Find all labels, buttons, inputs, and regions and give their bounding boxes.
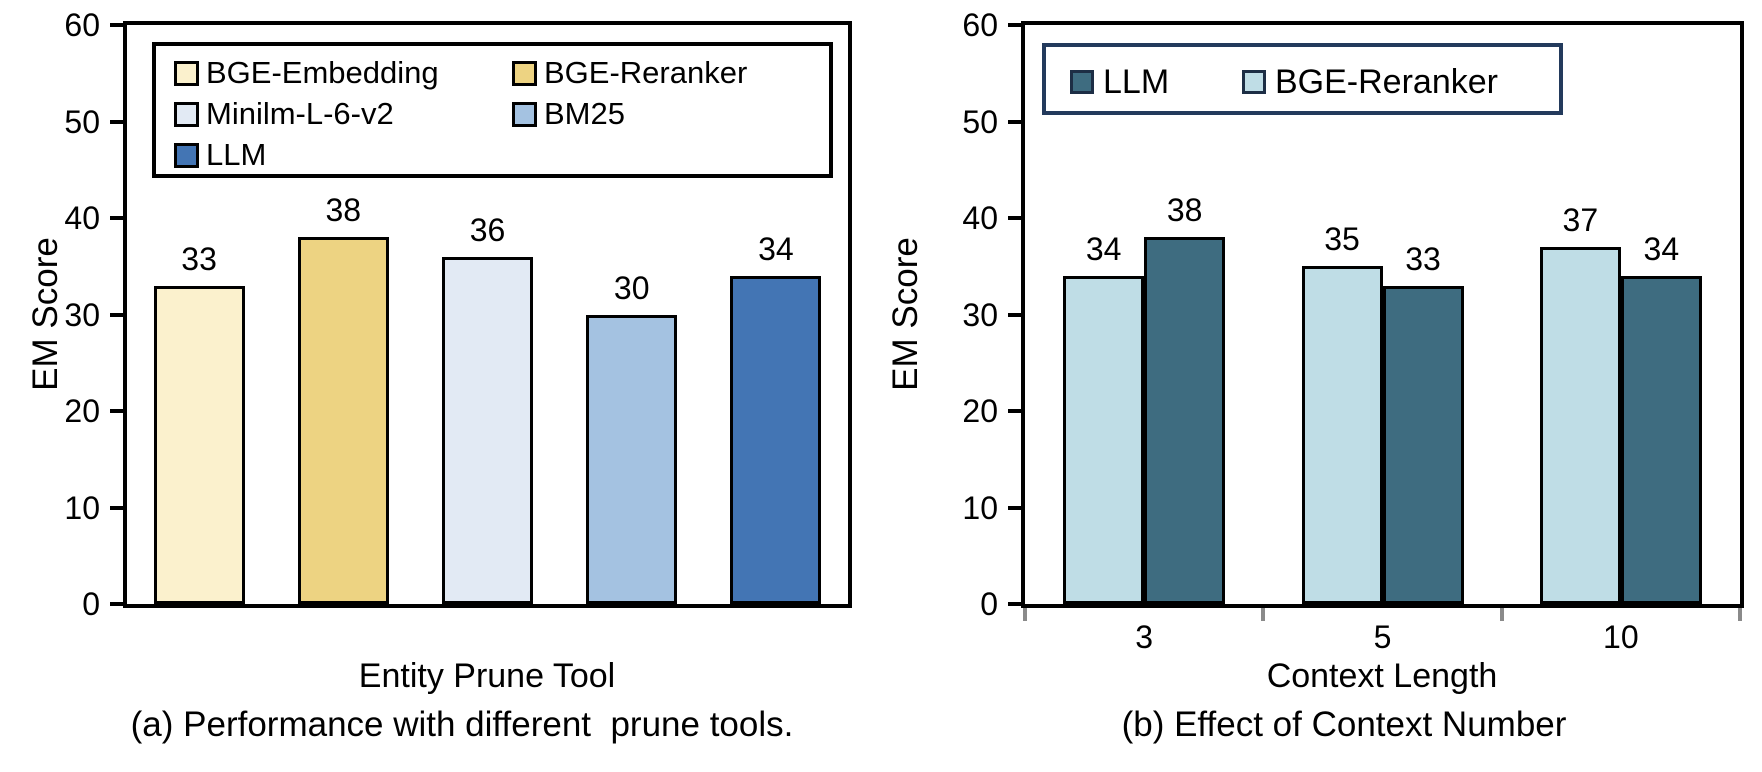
x-axis-title-b: Context Length xyxy=(1266,657,1498,695)
y-tick-label: 20 xyxy=(962,393,998,429)
bar-BGE-Reranker-5 xyxy=(1301,266,1383,604)
legend-label: BGE-Reranker xyxy=(1275,62,1498,101)
legend-b: LLM BGE-Reranker xyxy=(1042,43,1563,115)
x-tick-label: 5 xyxy=(1373,619,1392,655)
x-tick xyxy=(1738,608,1742,621)
legend-item-BM25: BM25 xyxy=(512,96,625,131)
y-tick-label: 50 xyxy=(64,103,100,140)
bar-LLM-10 xyxy=(1620,275,1702,604)
x-tick-label: 3 xyxy=(1135,619,1154,655)
bar-value-label: 34 xyxy=(758,230,794,267)
y-tick xyxy=(110,505,125,510)
legend-swatch-Minilm-L-6-v2 xyxy=(174,101,199,127)
legend-label: LLM xyxy=(206,137,267,172)
y-tick xyxy=(110,602,125,606)
legend-swatch-BGE-Embedding xyxy=(174,60,199,86)
legend-swatch-BGE-Reranker xyxy=(1242,70,1266,94)
legend-swatch-LLM xyxy=(1070,70,1094,94)
y-tick-label: 40 xyxy=(962,200,998,236)
y-tick xyxy=(1008,23,1023,27)
y-tick-label: 30 xyxy=(64,296,100,333)
y-tick xyxy=(110,409,125,413)
y-tick xyxy=(110,119,125,124)
legend-item-BGE-Embedding: BGE-Embedding xyxy=(174,55,439,90)
legend-label: Minilm-L-6-v2 xyxy=(206,96,394,131)
bar-value-label: 33 xyxy=(1405,240,1441,277)
x-tick xyxy=(1023,608,1027,621)
x-axis-title-a: Entity Prune Tool xyxy=(358,657,616,695)
y-tick-label: 10 xyxy=(64,489,100,526)
y-tick xyxy=(110,216,125,220)
bar-BGE-Reranker xyxy=(297,237,389,604)
bar-value-label: 38 xyxy=(325,192,362,229)
bar-BGE-Reranker-3 xyxy=(1063,275,1145,604)
bar-LLM xyxy=(730,275,822,604)
legend-label: LLM xyxy=(1103,62,1170,101)
bar-BGE-Reranker-10 xyxy=(1539,246,1621,604)
legend-swatch-BGE-Reranker xyxy=(512,60,537,86)
bar-BM25 xyxy=(586,314,678,604)
x-tick xyxy=(1499,608,1504,621)
y-tick-label: 60 xyxy=(962,7,998,43)
bar-LLM-5 xyxy=(1382,285,1464,604)
x-tick-label: 10 xyxy=(1603,619,1639,655)
y-tick-label: 60 xyxy=(64,7,100,43)
y-tick-label: 20 xyxy=(64,393,100,429)
y-tick xyxy=(1008,312,1023,317)
y-tick xyxy=(110,312,125,317)
y-tick xyxy=(1008,505,1023,510)
y-tick-label: 0 xyxy=(980,586,998,622)
legend-item-LLM: LLM xyxy=(1070,62,1170,101)
legend-swatch-BM25 xyxy=(512,101,537,127)
legend-item-Minilm-L-6-v2: Minilm-L-6-v2 xyxy=(174,96,394,131)
bar-value-label: 38 xyxy=(1166,192,1203,229)
bar-value-label: 34 xyxy=(1085,230,1122,267)
y-tick-label: 50 xyxy=(962,103,998,140)
y-tick xyxy=(1008,409,1023,413)
x-tick xyxy=(1261,608,1266,621)
caption-b: (b) Effect of Context Number xyxy=(1121,705,1567,744)
legend-label: BGE-Embedding xyxy=(206,55,439,90)
legend-a: BGE-Embedding BGE-Reranker Minilm-L-6-v2 BM… xyxy=(152,42,833,178)
legend-label: BGE-Reranker xyxy=(544,55,748,90)
y-tick xyxy=(1008,119,1023,124)
legend-item-BGE-Reranker: BGE-Reranker xyxy=(1242,62,1498,101)
legend-swatch-LLM xyxy=(174,142,199,168)
bar-value-label: 34 xyxy=(1643,230,1680,267)
bar-Minilm-L-6-v2 xyxy=(442,256,533,604)
bar-value-label: 30 xyxy=(613,269,650,306)
bar-value-label: 37 xyxy=(1562,201,1599,238)
bar-value-label: 36 xyxy=(469,211,506,248)
y-tick xyxy=(1008,602,1023,606)
y-tick-label: 0 xyxy=(82,586,100,622)
bar-LLM-3 xyxy=(1144,237,1226,604)
y-tick-label: 10 xyxy=(962,489,998,526)
legend-item-LLM: LLM xyxy=(174,137,267,172)
y-tick xyxy=(110,23,125,27)
bar-value-label: 33 xyxy=(181,240,217,277)
bar-BGE-Embedding xyxy=(153,285,245,604)
caption-a: (a) Performance with different prune too… xyxy=(130,705,794,744)
bar-value-label: 35 xyxy=(1324,221,1360,258)
legend-label: BM25 xyxy=(544,96,625,131)
y-tick-label: 30 xyxy=(962,296,998,333)
y-tick xyxy=(1008,216,1023,220)
legend-item-BGE-Reranker: BGE-Reranker xyxy=(512,55,748,90)
y-tick-label: 40 xyxy=(64,200,100,236)
